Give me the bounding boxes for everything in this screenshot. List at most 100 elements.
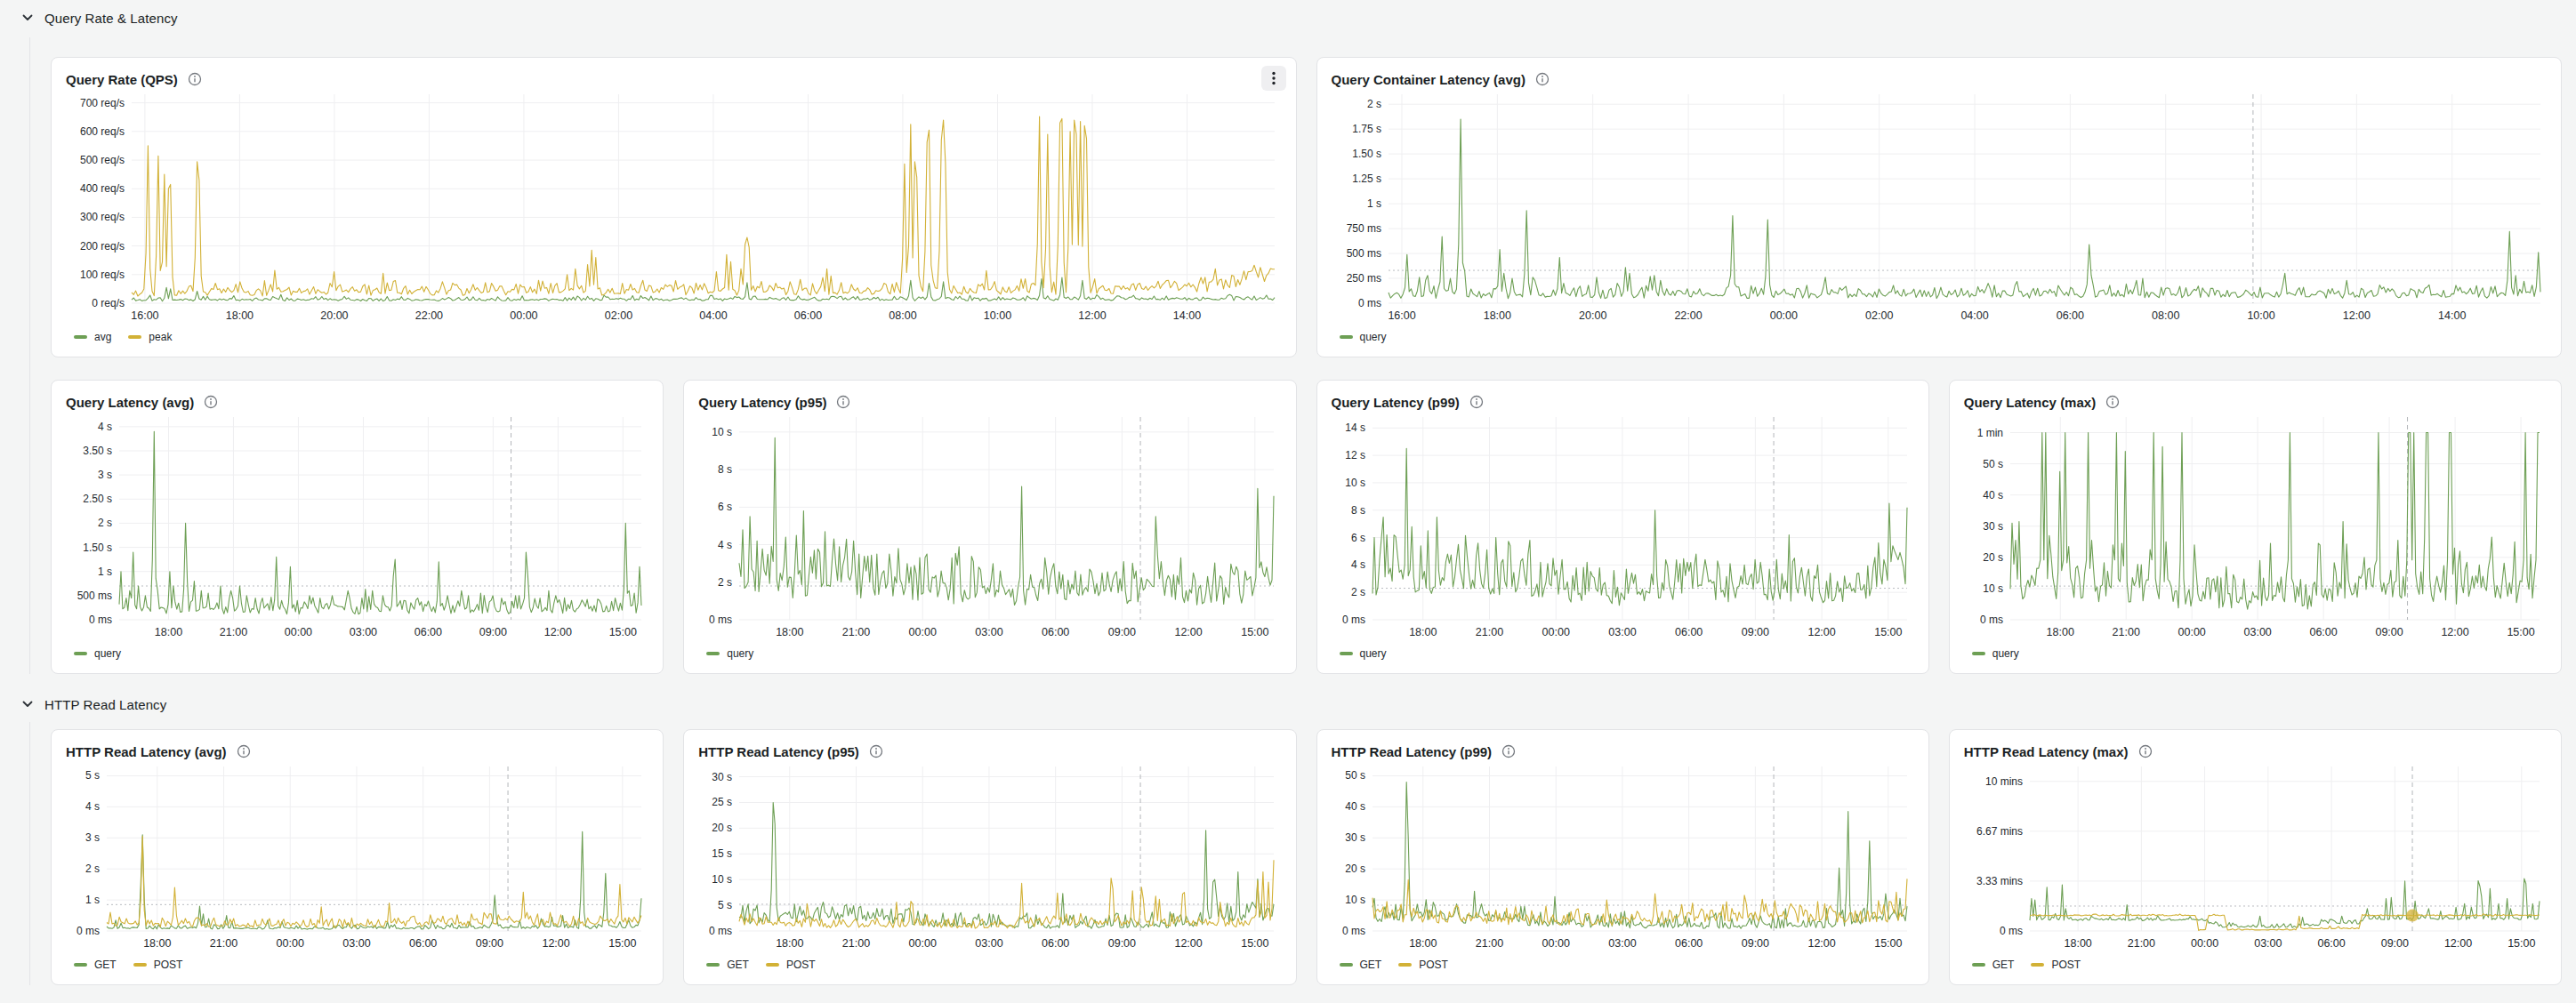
legend-item-POST[interactable]: POST [766,959,816,971]
svg-text:12:00: 12:00 [1078,309,1106,322]
info-icon[interactable] [1535,72,1550,86]
svg-text:18:00: 18:00 [776,626,803,638]
chart-http-read-latency-max[interactable]: 0 ms3.33 mins6.67 mins10 mins18:0021:000… [1964,761,2547,952]
chart-query-latency-p95[interactable]: 0 ms2 s4 s6 s8 s10 s18:0021:0000:0003:00… [698,412,1281,641]
info-icon[interactable] [2138,744,2153,758]
legend-item-POST[interactable]: POST [1398,959,1448,971]
panel-row-2: Query Latency (avg) 0 ms500 ms1 s1.50 s2… [51,380,2562,674]
info-icon[interactable] [1469,395,1484,409]
svg-text:09:00: 09:00 [1108,937,1136,950]
panel-title: Query Latency (p99) [1332,395,1460,410]
svg-text:02:00: 02:00 [605,309,632,322]
svg-text:16:00: 16:00 [1388,309,1415,322]
info-icon[interactable] [836,395,850,409]
panel-title: HTTP Read Latency (max) [1964,744,2129,759]
info-icon[interactable] [204,395,218,409]
svg-text:10:00: 10:00 [984,309,1011,322]
section-header-http-read-latency[interactable]: HTTP Read Latency [21,692,166,717]
legend-swatch [1340,963,1353,967]
svg-text:18:00: 18:00 [1483,309,1510,322]
chart-query-latency-max[interactable]: 0 ms10 s20 s30 s40 s50 s1 min18:0021:000… [1964,412,2547,641]
svg-text:20:00: 20:00 [320,309,348,322]
legend-item-GET[interactable]: GET [74,959,117,971]
svg-text:0 ms: 0 ms [89,614,112,626]
legend-item-GET[interactable]: GET [706,959,749,971]
chart-query-latency-avg[interactable]: 0 ms500 ms1 s1.50 s2 s2.50 s3 s3.50 s4 s… [66,412,648,641]
panel-query-container-latency-avg: Query Container Latency (avg) 0 ms250 ms… [1316,57,2563,357]
legend-swatch [1972,652,1985,655]
svg-text:15:00: 15:00 [1241,626,1268,638]
chart-query-container-latency-avg[interactable]: 0 ms250 ms500 ms750 ms1 s1.25 s1.50 s1.7… [1332,89,2548,325]
legend-item-GET[interactable]: GET [1340,959,1382,971]
info-icon[interactable] [1501,744,1516,758]
svg-text:2 s: 2 s [85,863,100,875]
legend-label: POST [786,959,816,971]
legend-item-POST[interactable]: POST [133,959,183,971]
legend-item-POST[interactable]: POST [2031,959,2081,971]
chart-query-latency-p99[interactable]: 0 ms2 s4 s6 s8 s10 s12 s14 s18:0021:0000… [1332,412,1914,641]
info-icon[interactable] [188,72,202,86]
series-line-query [1373,448,1907,605]
chart-legend: query [66,643,648,664]
svg-text:1 min: 1 min [1976,427,2002,439]
info-icon[interactable] [2105,395,2120,409]
legend-label: GET [1992,959,2015,971]
legend-item-query[interactable]: query [706,647,753,660]
svg-text:08:00: 08:00 [2152,309,2179,322]
svg-text:1.50 s: 1.50 s [1352,148,1381,160]
legend-label: query [1360,647,1387,660]
legend-item-avg[interactable]: avg [74,331,111,343]
panel-http-read-latency-p95: HTTP Read Latency (p95) 0 ms5 s10 s15 s2… [683,729,1296,985]
svg-text:03:00: 03:00 [976,937,1003,950]
legend-label: POST [154,959,183,971]
svg-text:20 s: 20 s [1345,863,1365,875]
panel-title: Query Latency (p95) [698,395,826,410]
panel-header: Query Container Latency (avg) [1332,69,2548,89]
svg-text:21:00: 21:00 [2112,626,2139,638]
panel-query-latency-avg: Query Latency (avg) 0 ms500 ms1 s1.50 s2… [51,380,664,674]
svg-text:21:00: 21:00 [210,937,237,950]
svg-text:12:00: 12:00 [542,937,569,950]
svg-text:15:00: 15:00 [609,626,637,638]
legend-item-peak[interactable]: peak [128,331,172,343]
section-header-query-rate-latency[interactable]: Query Rate & Latency [21,5,178,30]
svg-text:00:00: 00:00 [1542,937,1569,950]
svg-text:400 req/s: 400 req/s [80,182,125,195]
series-line-avg [132,277,1275,301]
svg-text:21:00: 21:00 [1475,626,1502,638]
series-line-GET [2030,879,2540,927]
legend-item-query[interactable]: query [74,647,121,660]
panel-header: HTTP Read Latency (p95) [698,742,1281,761]
legend-item-query[interactable]: query [1340,647,1387,660]
svg-text:2.50 s: 2.50 s [83,493,112,505]
info-icon[interactable] [237,744,251,758]
legend-swatch [74,652,87,655]
chart-svg: 0 ms10 s20 s30 s40 s50 s18:0021:0000:000… [1332,761,1914,952]
chart-query-rate-qps[interactable]: 0 req/s100 req/s200 req/s300 req/s400 re… [66,89,1282,325]
legend-swatch [1398,963,1412,967]
svg-text:18:00: 18:00 [155,626,182,638]
svg-text:3.33 mins: 3.33 mins [1976,875,2023,887]
series-line-peak [132,116,1275,296]
info-icon[interactable] [869,744,883,758]
legend-swatch [1972,963,1985,967]
legend-item-query[interactable]: query [1340,331,1387,343]
panel-title: Query Rate (QPS) [66,72,178,87]
legend-item-query[interactable]: query [1972,647,2019,660]
svg-text:14:00: 14:00 [2438,309,2466,322]
svg-text:750 ms: 750 ms [1346,222,1381,235]
legend-label: POST [2051,959,2081,971]
series-line-query [2010,433,2540,610]
chart-http-read-latency-avg[interactable]: 0 ms1 s2 s3 s4 s5 s18:0021:0000:0003:000… [66,761,648,952]
svg-text:30 s: 30 s [1983,520,2003,533]
svg-text:18:00: 18:00 [226,309,254,322]
chart-http-read-latency-p95[interactable]: 0 ms5 s10 s15 s20 s25 s30 s18:0021:0000:… [698,761,1281,952]
svg-text:2 s: 2 s [1366,98,1381,110]
panel-menu-button[interactable] [1261,66,1286,91]
legend-swatch [706,652,720,655]
legend-item-GET[interactable]: GET [1972,959,2015,971]
chart-http-read-latency-p99[interactable]: 0 ms10 s20 s30 s40 s50 s18:0021:0000:000… [1332,761,1914,952]
svg-text:30 s: 30 s [1345,831,1365,844]
chart-legend: query [1332,326,2548,348]
legend-swatch [133,963,147,967]
